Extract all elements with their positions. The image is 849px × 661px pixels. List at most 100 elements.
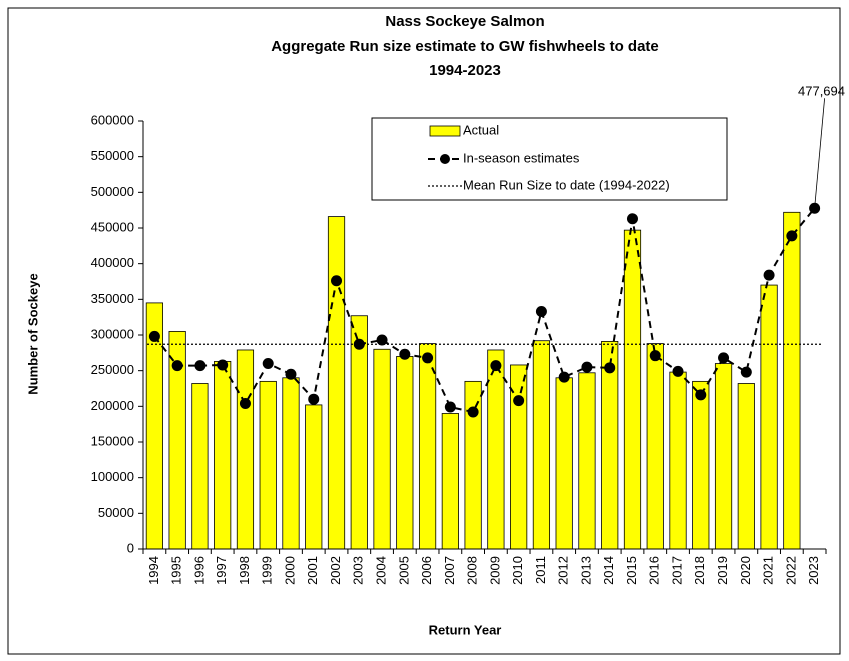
chart-subtitle: Aggregate Run size estimate to GW fishwh… xyxy=(271,38,659,55)
x-tick-label: 2011 xyxy=(533,556,548,584)
bar xyxy=(692,380,710,550)
x-tick-label: 2022 xyxy=(783,556,798,585)
bar xyxy=(737,383,755,550)
y-tick-label: 250000 xyxy=(91,362,134,377)
point xyxy=(763,269,775,281)
y-tick-label: 300000 xyxy=(91,326,134,341)
legend-label: Mean Run Size to date (1994-2022) xyxy=(463,177,670,192)
x-tick-label: 2017 xyxy=(669,556,684,585)
x-tick-label: 2007 xyxy=(442,556,457,585)
point xyxy=(604,362,616,374)
x-axis-title: Return Year xyxy=(429,622,502,637)
point xyxy=(581,361,593,373)
bar xyxy=(396,355,414,550)
x-tick-label: 2019 xyxy=(715,556,730,585)
point xyxy=(444,401,456,413)
x-tick-label: 2008 xyxy=(465,556,480,585)
point xyxy=(331,275,343,287)
y-tick-label: 400000 xyxy=(91,255,134,270)
x-tick-label: 2005 xyxy=(396,556,411,585)
bar xyxy=(578,372,596,550)
point xyxy=(285,368,297,380)
x-tick-label: 2002 xyxy=(328,556,343,585)
x-tick-label: 1994 xyxy=(146,556,161,585)
x-tick-label: 2014 xyxy=(601,556,616,585)
point xyxy=(308,393,320,405)
y-tick-label: 0 xyxy=(127,540,134,555)
y-tick-label: 100000 xyxy=(91,469,134,484)
x-tick-label: 1999 xyxy=(260,556,275,585)
chart-title: Nass Sockeye Salmon xyxy=(385,13,544,30)
point xyxy=(239,397,251,409)
bar xyxy=(259,380,277,550)
x-tick-label: 1996 xyxy=(191,556,206,585)
bar xyxy=(282,377,300,550)
x-tick-label: 2004 xyxy=(373,556,388,585)
x-tick-label: 2021 xyxy=(761,556,776,585)
point xyxy=(194,360,206,372)
x-tick-label: 2003 xyxy=(351,556,366,585)
point xyxy=(626,213,638,225)
bar xyxy=(441,413,459,550)
bar xyxy=(714,363,733,550)
point xyxy=(467,406,479,418)
bar xyxy=(236,349,255,550)
y-axis-title: Number of Sockeye xyxy=(25,273,40,394)
bar xyxy=(532,340,551,550)
point xyxy=(740,366,752,378)
point xyxy=(649,350,661,362)
legend-swatch xyxy=(429,125,461,137)
point xyxy=(695,389,707,401)
data-label: 477,694 xyxy=(798,84,845,99)
bar xyxy=(487,349,505,550)
legend-swatch xyxy=(440,154,450,164)
x-tick-label: 2012 xyxy=(556,556,571,585)
x-tick-label: 2018 xyxy=(692,556,707,585)
y-tick-label: 50000 xyxy=(98,505,134,520)
bar xyxy=(555,377,573,550)
y-tick-label: 200000 xyxy=(91,398,134,413)
bar xyxy=(350,315,368,550)
y-tick-label: 450000 xyxy=(91,219,134,234)
point xyxy=(422,352,434,364)
line xyxy=(153,207,816,414)
x-tick-label: 2020 xyxy=(738,556,753,585)
bar xyxy=(373,348,391,550)
x-tick-label: 2016 xyxy=(647,556,662,585)
x-tick-label: 2010 xyxy=(510,556,525,585)
point xyxy=(148,330,160,342)
point xyxy=(718,352,730,364)
x-tick-label: 1997 xyxy=(214,556,229,585)
legend-label: Actual xyxy=(463,122,499,137)
y-tick-label: 600000 xyxy=(91,112,134,127)
x-tick-label: 2009 xyxy=(487,556,502,585)
point xyxy=(490,360,502,372)
bar xyxy=(191,383,209,550)
x-tick-label: 1995 xyxy=(169,556,184,585)
bar xyxy=(623,229,642,550)
bar xyxy=(418,343,437,550)
point xyxy=(672,365,684,377)
x-tick-label: 2006 xyxy=(419,556,434,585)
bar xyxy=(646,343,664,550)
y-tick-label: 350000 xyxy=(91,291,134,306)
bar xyxy=(305,404,323,550)
y-tick-label: 550000 xyxy=(91,148,134,163)
point xyxy=(171,360,183,372)
bar xyxy=(783,211,801,550)
bar xyxy=(464,380,482,550)
point xyxy=(558,371,570,383)
point xyxy=(786,230,798,242)
x-tick-label: 2013 xyxy=(578,556,593,585)
point xyxy=(513,395,525,407)
x-tick-label: 1998 xyxy=(237,556,252,585)
point xyxy=(399,348,411,360)
point xyxy=(376,334,388,346)
chart-subtitle: 1994-2023 xyxy=(429,62,501,79)
point xyxy=(217,359,229,371)
bar xyxy=(327,216,346,550)
x-tick-label: 2023 xyxy=(806,556,821,585)
x-tick-label: 2000 xyxy=(282,556,297,585)
bar xyxy=(760,284,778,550)
